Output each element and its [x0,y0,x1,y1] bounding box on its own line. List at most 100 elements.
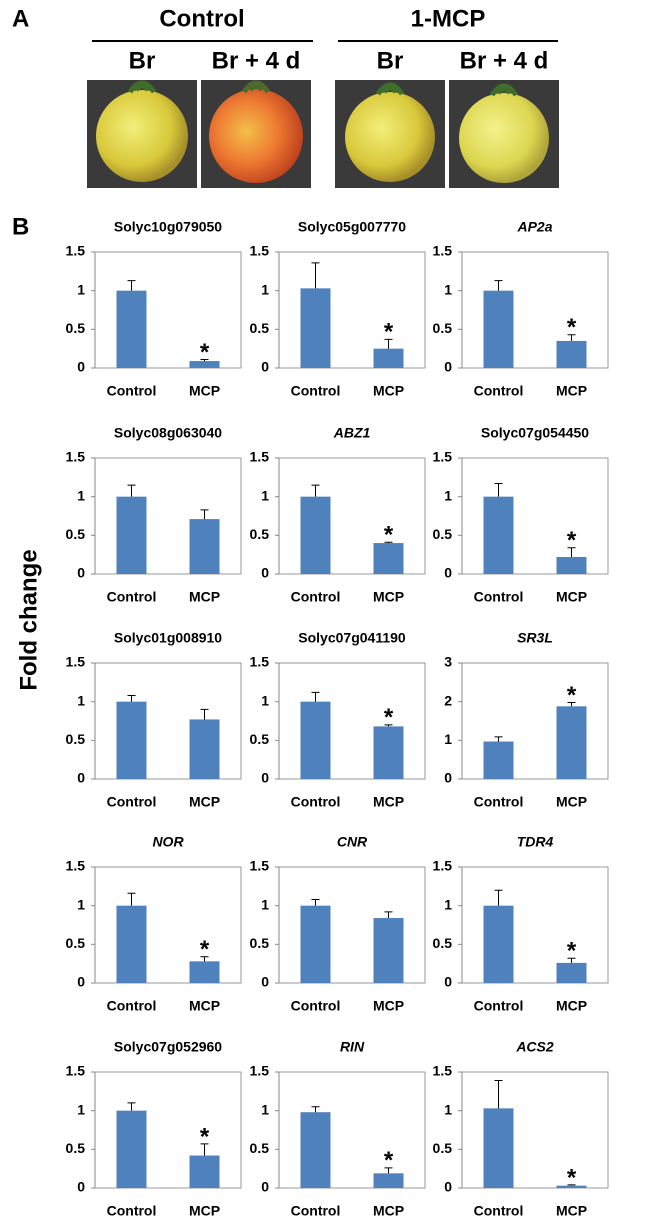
x-tick-label: MCP [556,998,587,1014]
y-tick-label: 1 [444,487,452,503]
chart-title: RIN [340,1039,365,1055]
bar [117,702,147,779]
y-tick-label: 0.5 [433,1140,453,1156]
bar [484,497,514,574]
chart-title: Solyc10g079050 [114,219,222,235]
error-bar [312,485,320,497]
bar [484,291,514,368]
bar [301,1112,331,1188]
bar [484,1108,514,1188]
x-tick-label: Control [107,794,157,810]
chart-title: TDR4 [517,834,554,850]
y-tick-label: 1 [444,731,452,747]
y-tick-label: 0 [444,359,452,375]
bar [374,918,404,983]
bar [301,288,331,368]
x-tick-label: Control [291,383,341,399]
significance-mark: * [567,1164,577,1191]
y-tick-label: 0 [261,770,269,786]
y-tick-label: 1 [261,692,269,708]
significance-mark: * [384,1147,394,1174]
x-tick-label: Control [107,998,157,1014]
y-tick-label: 1.5 [250,243,270,259]
figure: A Control 1-MCP Br Br + 4 d Br Br + 4 d … [0,0,652,1216]
error-bar [201,709,209,719]
bar [190,719,220,779]
chart-title: Solyc05g007770 [298,219,406,235]
y-tick-label: 1.5 [250,654,270,670]
significance-mark: * [567,682,577,709]
tomato [459,93,549,183]
bar [557,557,587,574]
chart-title: NOR [152,834,184,850]
error-bar [312,1107,320,1112]
error-bar [495,484,503,497]
x-tick-label: Control [107,1203,157,1216]
column-title: Br + 4 d [460,47,549,74]
chart-title: SR3L [517,630,553,646]
tomato [345,92,435,182]
bar [190,1156,220,1188]
y-tick-label: 0 [444,565,452,581]
y-tick-label: 0 [444,1179,452,1195]
y-tick-label: 0.5 [66,731,86,747]
y-tick-label: 0 [261,974,269,990]
bar [374,349,404,368]
significance-mark: * [200,1123,210,1150]
bar [557,963,587,983]
y-tick-label: 0 [444,770,452,786]
error-bar [495,737,503,742]
x-tick-label: MCP [373,383,404,399]
y-tick-label: 1.5 [66,449,86,465]
chart-title: ACS2 [515,1039,554,1055]
y-tick-label: 0.5 [433,320,453,336]
x-tick-label: Control [474,998,524,1014]
error-bar [495,281,503,291]
tomato [209,89,303,183]
y-tick-label: 1.5 [250,858,270,874]
y-tick-label: 1.5 [433,858,453,874]
y-tick-label: 1.5 [433,243,453,259]
y-tick-label: 1.5 [66,858,86,874]
error-bar [201,510,209,519]
error-bar [128,485,136,497]
y-tick-label: 1.5 [250,449,270,465]
significance-mark: * [567,314,577,341]
panel-label: A [12,5,29,32]
bar [117,291,147,368]
column-title: Br + 4 d [212,47,301,74]
x-tick-label: MCP [556,383,587,399]
error-bar [495,890,503,905]
x-tick-label: MCP [556,589,587,605]
bar [117,1111,147,1188]
x-tick-label: MCP [189,383,220,399]
bar [374,726,404,779]
y-tick-label: 1 [77,692,85,708]
x-tick-label: MCP [556,794,587,810]
column-title: Br [377,47,404,74]
error-bar [128,1103,136,1111]
y-tick-label: 0 [261,1179,269,1195]
error-bar [312,263,320,289]
error-bar [312,899,320,905]
bar [190,961,220,983]
x-tick-label: MCP [556,1203,587,1216]
x-tick-label: MCP [373,589,404,605]
y-tick-label: 0 [77,974,85,990]
error-bar [128,893,136,905]
bar [301,702,331,779]
error-bar [385,912,393,918]
chart-title: Solyc07g052960 [114,1039,222,1055]
y-tick-label: 1 [444,1101,452,1117]
x-tick-label: MCP [189,998,220,1014]
bar [301,906,331,983]
y-tick-label: 0.5 [66,935,86,951]
bar [301,497,331,574]
error-bar [128,281,136,291]
y-tick-label: 0.5 [433,526,453,542]
y-tick-label: 0.5 [66,320,86,336]
y-tick-label: 1.5 [66,654,86,670]
group-title: Control [159,5,244,32]
y-tick-label: 0 [77,565,85,581]
y-tick-label: 0.5 [250,526,270,542]
